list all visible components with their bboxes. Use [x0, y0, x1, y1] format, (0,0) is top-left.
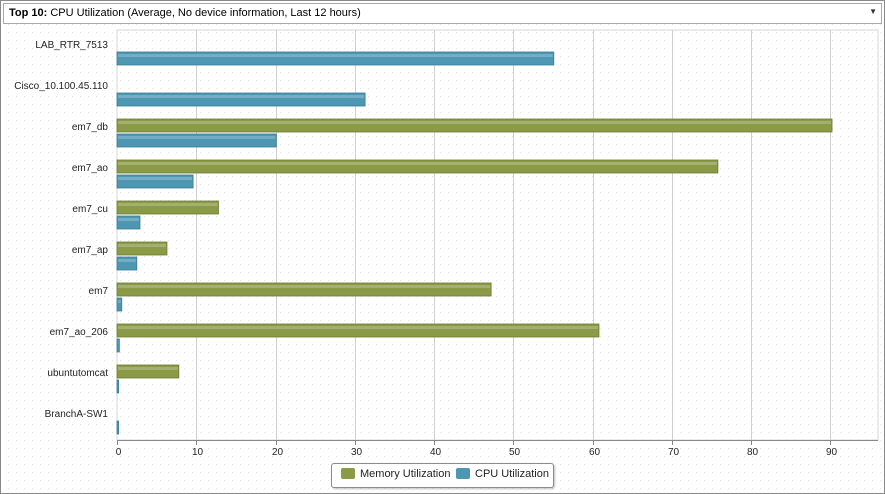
x-tick-label: 80: [747, 447, 759, 458]
labels-layer: 0 10 20 30 40 50 60 70 80 90 LAB_RTR_7513 Cisco_10.…: [14, 40, 837, 458]
cpu-bar-highlight: [118, 136, 276, 139]
memory-bar[interactable]: [116, 241, 168, 256]
x-tick-label: 60: [589, 447, 601, 458]
y-category-label: em7: [89, 286, 109, 297]
memory-bar[interactable]: [116, 200, 219, 215]
memory-bar-highlight: [118, 326, 598, 329]
memory-bar[interactable]: [116, 282, 492, 297]
legend-item-cpu[interactable]: CPU Utilization: [456, 468, 549, 480]
cpu-bar[interactable]: [116, 51, 555, 66]
memory-bar-highlight: [118, 203, 218, 206]
cpu-bar[interactable]: [116, 379, 119, 394]
y-category-label: em7_ao_206: [50, 327, 109, 338]
memory-bar[interactable]: [116, 323, 600, 338]
legend-label-cpu: CPU Utilization: [475, 468, 549, 480]
memory-bar[interactable]: [116, 118, 833, 133]
cpu-bar[interactable]: [116, 256, 138, 271]
y-category-label: em7_ao: [72, 163, 109, 174]
cpu-bar-highlight: [118, 95, 365, 98]
legend-item-memory[interactable]: Memory Utilization: [341, 468, 450, 480]
cpu-bar[interactable]: [116, 338, 120, 353]
cpu-bar[interactable]: [116, 215, 141, 230]
y-category-label: em7_ap: [72, 245, 109, 256]
y-category-label: em7_cu: [72, 204, 108, 215]
dropdown-arrow-icon[interactable]: ▼: [869, 7, 877, 16]
y-category-label: BranchA-SW1: [45, 409, 109, 420]
memory-bar[interactable]: [116, 364, 180, 379]
cpu-bar[interactable]: [116, 133, 277, 148]
x-tick-label: 10: [192, 447, 204, 458]
y-category-label: Cisco_10.100.45.110: [14, 81, 108, 92]
chart-legend: Memory Utilization CPU Utilization: [331, 463, 554, 488]
x-tick-label: 90: [826, 447, 838, 458]
memory-bar-highlight: [118, 367, 178, 370]
widget-title: Top 10: CPU Utilization (Average, No dev…: [9, 7, 361, 19]
bars-layer: [116, 51, 833, 435]
memory-bar-highlight: [118, 121, 832, 124]
memory-bar-highlight: [118, 162, 717, 165]
memory-bar[interactable]: [116, 159, 719, 174]
y-category-label: ubuntutomcat: [47, 368, 108, 379]
memory-bar-highlight: [118, 285, 491, 288]
cpu-bar[interactable]: [116, 92, 366, 107]
cpu-bar-highlight: [118, 259, 136, 262]
y-category-label: em7_db: [72, 122, 109, 133]
x-tick-label: 30: [351, 447, 363, 458]
cpu-bar-highlight: [118, 177, 193, 180]
y-category-label: LAB_RTR_7513: [35, 40, 108, 51]
x-tick-label: 20: [272, 447, 284, 458]
x-tick-label: 40: [430, 447, 442, 458]
widget-title-bar[interactable]: Top 10: CPU Utilization (Average, No dev…: [3, 3, 882, 24]
cpu-bar[interactable]: [116, 297, 123, 312]
legend-label-memory: Memory Utilization: [360, 468, 451, 480]
x-tick-label: 0: [116, 447, 122, 458]
legend-swatch-cpu: [456, 468, 470, 479]
cpu-bar-highlight: [118, 54, 553, 57]
title-label: CPU Utilization (Average, No device info…: [50, 7, 361, 19]
title-prefix: Top 10:: [9, 7, 48, 19]
legend-swatch-memory: [341, 468, 355, 479]
x-tick-label: 70: [668, 447, 680, 458]
x-tick-label: 50: [509, 447, 521, 458]
cpu-bar[interactable]: [116, 174, 194, 189]
cpu-bar-highlight: [118, 300, 121, 303]
cpu-bar-highlight: [118, 218, 139, 221]
memory-bar-highlight: [118, 244, 166, 247]
cpu-bar[interactable]: [116, 420, 119, 435]
